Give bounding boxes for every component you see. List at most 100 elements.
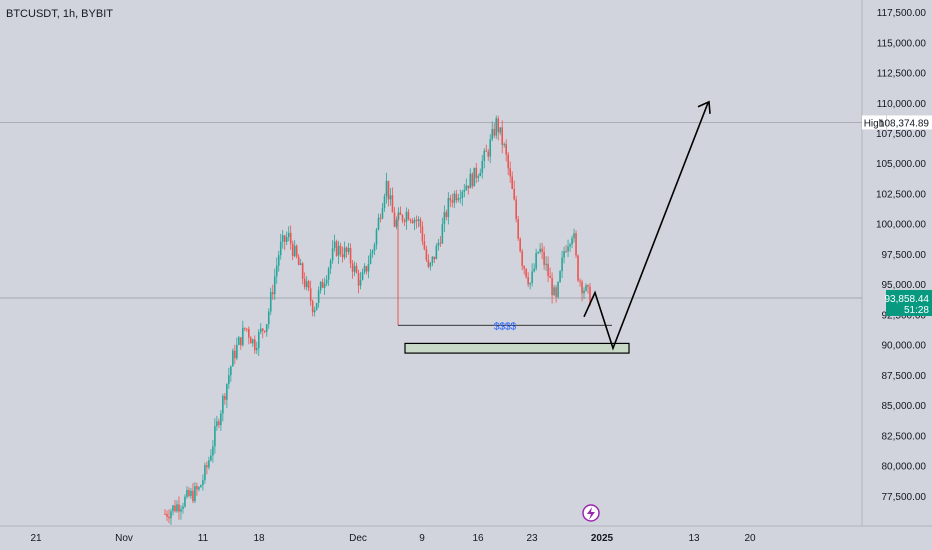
candle-body xyxy=(463,190,466,192)
candle-body xyxy=(479,172,482,177)
candle-body xyxy=(381,208,384,219)
candle-body xyxy=(192,490,194,502)
candle-body xyxy=(289,232,292,244)
candle-body xyxy=(559,271,561,282)
candle-body xyxy=(351,263,354,272)
candle-body xyxy=(226,383,228,400)
candle-body xyxy=(455,193,458,201)
candle-body xyxy=(238,337,240,345)
candle-body xyxy=(313,310,316,313)
candle-body xyxy=(383,196,386,209)
candle-body xyxy=(419,219,422,227)
candle-body xyxy=(206,465,208,468)
candle-body xyxy=(202,480,204,486)
candle-body xyxy=(411,220,414,224)
candle-body xyxy=(491,128,494,140)
candle-body xyxy=(287,232,290,238)
candle-body xyxy=(535,253,537,269)
candle-body xyxy=(204,465,206,481)
candle-body xyxy=(200,485,202,488)
candle-body xyxy=(232,350,234,367)
candle-body xyxy=(497,118,500,133)
candle-body xyxy=(216,421,218,427)
candle-body xyxy=(405,211,408,222)
y-tick-label: 80,000.00 xyxy=(882,462,927,473)
candle-body xyxy=(307,281,310,289)
candle-body xyxy=(325,279,328,284)
candle-body xyxy=(242,327,244,346)
candle-body xyxy=(251,339,254,344)
candle-body xyxy=(533,268,535,272)
candle-body xyxy=(355,265,358,273)
candle-body xyxy=(587,285,589,287)
y-tick-label: 90,000.00 xyxy=(882,341,927,352)
candle-body xyxy=(323,283,326,288)
candle-body xyxy=(345,247,348,252)
candle-body xyxy=(423,241,426,250)
candle-body xyxy=(267,311,270,325)
candle-body xyxy=(385,180,388,197)
candle-body xyxy=(525,268,527,278)
x-tick-label: 2025 xyxy=(591,533,614,544)
candle-body xyxy=(367,263,370,272)
candle-body xyxy=(449,198,452,201)
candle-body xyxy=(240,337,242,346)
candle-body xyxy=(471,173,474,187)
candle-body xyxy=(521,251,523,267)
x-tick-label: 9 xyxy=(419,533,425,544)
candle-body xyxy=(447,198,450,218)
candle-body xyxy=(457,198,460,201)
candle-body xyxy=(537,251,539,254)
candle-body xyxy=(425,249,428,261)
candle-body xyxy=(389,195,392,200)
candle-body xyxy=(253,339,256,351)
demand-zone xyxy=(404,342,630,354)
candle-body xyxy=(361,272,364,280)
candle-body xyxy=(409,219,412,221)
candle-body xyxy=(315,302,318,311)
candle-body xyxy=(505,144,508,155)
candle-body xyxy=(236,344,238,359)
candle-body xyxy=(565,251,567,253)
candle-body xyxy=(511,176,513,189)
candle-body xyxy=(271,292,274,295)
candle-body xyxy=(359,279,362,286)
candle-body xyxy=(301,263,304,279)
candle-body xyxy=(429,262,432,267)
candle-body xyxy=(493,128,496,136)
candle-body xyxy=(224,395,226,400)
candle-body xyxy=(261,328,264,331)
candle-body xyxy=(222,395,224,414)
y-tick-label: 102,500.00 xyxy=(876,189,926,200)
candle-body xyxy=(531,271,533,283)
candle-body xyxy=(485,150,488,152)
candle-body xyxy=(427,260,430,267)
candle-body xyxy=(543,251,545,265)
candle-body xyxy=(295,245,298,257)
candle-body xyxy=(363,266,366,273)
candle-body xyxy=(220,413,222,426)
candle-body xyxy=(581,281,583,294)
candle-body xyxy=(285,237,288,242)
candle-body xyxy=(184,496,186,507)
y-tick-label: 117,500.00 xyxy=(877,8,927,19)
candle-body xyxy=(371,250,374,254)
candle-body xyxy=(557,281,559,297)
candle-body xyxy=(413,219,416,224)
candle-body xyxy=(309,288,312,301)
candle-body xyxy=(176,504,178,512)
candle-body xyxy=(387,180,390,200)
candle-body xyxy=(439,242,442,244)
y-tick-label: 82,500.00 xyxy=(882,431,927,442)
candle-body xyxy=(246,328,248,330)
candle-body xyxy=(527,277,529,285)
candle-body xyxy=(337,245,340,256)
projection-arrowhead xyxy=(697,100,711,114)
candle-body xyxy=(403,220,406,222)
candle-body xyxy=(569,244,571,247)
candle-body xyxy=(461,191,464,198)
candle-body xyxy=(431,256,434,263)
candle-body xyxy=(174,505,176,512)
candle-body xyxy=(391,195,394,213)
